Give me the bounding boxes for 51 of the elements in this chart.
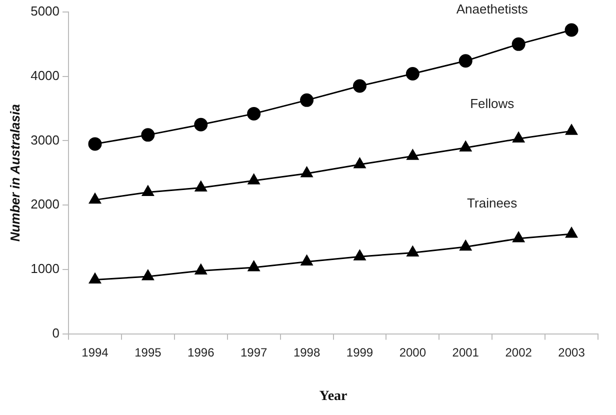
point: [354, 158, 366, 168]
x-tick-label: 1995: [134, 345, 162, 360]
x-tick-label: 1999: [346, 345, 374, 360]
point: [89, 193, 101, 204]
y-axis-title: Number in Australasia: [7, 104, 22, 242]
point: [248, 260, 260, 272]
point: [354, 250, 366, 260]
y-tick-label: 2000: [30, 196, 60, 212]
point: [352, 79, 366, 93]
point: [300, 254, 313, 266]
y-tick-label: 3000: [30, 132, 60, 148]
point: [89, 272, 101, 284]
x-tick-label: 1996: [188, 345, 215, 360]
point: [194, 264, 207, 274]
point: [141, 128, 155, 142]
point: [566, 124, 578, 135]
series-label: Trainees: [467, 196, 518, 211]
x-tick-label: 1998: [293, 345, 320, 360]
y-tick-label: 0: [52, 325, 60, 340]
point: [566, 227, 578, 238]
point: [406, 246, 419, 256]
point: [88, 137, 102, 151]
y-tick-label: 4000: [30, 68, 60, 83]
point: [460, 240, 472, 251]
point: [194, 118, 208, 132]
point: [194, 180, 207, 192]
x-tick-label: 2003: [558, 345, 586, 360]
y-tick-label: 1000: [30, 261, 60, 276]
point: [247, 106, 261, 120]
x-tick-label: 2000: [399, 345, 426, 360]
point: [406, 149, 419, 160]
x-tick-label: 2002: [505, 345, 532, 360]
x-axis-title: Year: [319, 389, 348, 404]
point: [248, 174, 260, 184]
point: [458, 54, 472, 68]
series-label: Fellows: [470, 96, 515, 111]
x-tick-label: 2001: [452, 345, 480, 360]
point: [460, 141, 472, 152]
y-tick-label: 5000: [30, 4, 60, 19]
series-label: Anaethetists: [456, 1, 528, 16]
point: [406, 67, 420, 81]
point: [142, 185, 154, 196]
point: [512, 37, 526, 51]
x-tick-label: 1997: [240, 345, 268, 360]
point: [512, 132, 525, 143]
point: [512, 232, 525, 242]
point: [300, 166, 313, 178]
point: [142, 270, 154, 280]
point: [300, 93, 314, 107]
point: [564, 23, 578, 37]
x-tick-label: 1994: [82, 345, 109, 360]
